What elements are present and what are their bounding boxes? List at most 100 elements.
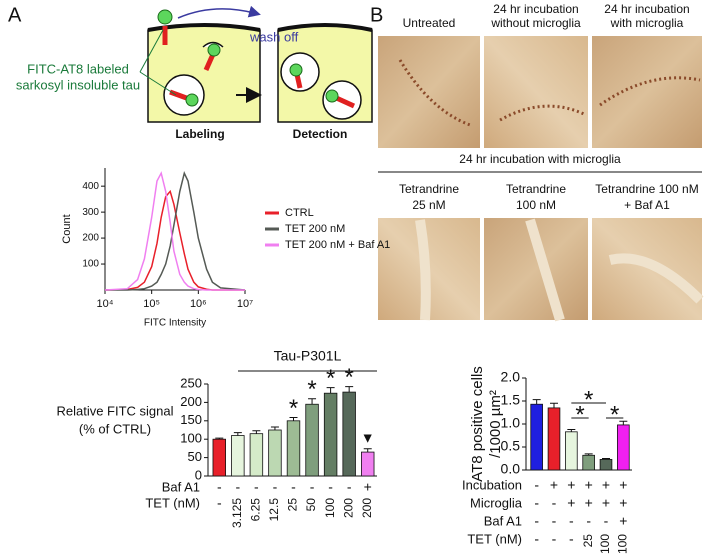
row-value: 25 xyxy=(286,498,300,512)
error-bar xyxy=(363,448,372,453)
row-value: - xyxy=(328,479,333,495)
row-value: 50 xyxy=(304,498,318,512)
bar xyxy=(547,407,561,471)
panel-label: B xyxy=(370,4,383,26)
bar xyxy=(249,433,264,477)
y-axis-label: Count xyxy=(61,214,73,243)
bar xyxy=(565,431,578,471)
x-axis-label: FITC Intensity xyxy=(144,318,206,329)
row-value: - xyxy=(552,495,557,511)
error-bar xyxy=(532,399,541,405)
group-label: Tau-P301L xyxy=(274,348,342,364)
error-bar xyxy=(602,458,610,460)
y-tick-label: 300 xyxy=(82,207,99,218)
panel-label: A xyxy=(8,4,22,26)
y-tick-label: 50 xyxy=(188,449,202,464)
y-axis-label: (% of CTRL) xyxy=(79,421,151,436)
image-label: + Baf A1 xyxy=(624,198,670,212)
error-bar xyxy=(619,420,628,425)
row-value: 25 xyxy=(581,534,595,548)
series-line xyxy=(104,171,245,291)
bar xyxy=(212,438,226,477)
row-value: + xyxy=(550,477,558,493)
x-tick-label: 10⁴ xyxy=(97,298,114,310)
significance-label: * xyxy=(344,364,353,391)
legend-label: CTRL xyxy=(285,207,314,219)
row-value: 12.5 xyxy=(267,498,281,522)
significance-label: ▼ xyxy=(361,429,375,445)
row-value: 100 xyxy=(323,498,337,518)
series-line xyxy=(105,170,246,291)
bar xyxy=(268,429,282,477)
significance-label: * xyxy=(575,401,584,428)
bar xyxy=(599,459,613,471)
row-value: + xyxy=(602,495,610,511)
row-label: Baf A1 xyxy=(484,513,522,528)
y-tick-label: 200 xyxy=(180,394,202,409)
row-value: - xyxy=(569,531,574,547)
row-label: TET (nM) xyxy=(467,531,522,546)
y-tick-label: 100 xyxy=(180,431,202,446)
image-label: 24 hr incubation xyxy=(493,2,578,16)
bar xyxy=(305,403,319,477)
row-value: 200 xyxy=(360,498,374,518)
image-label: 25 nM xyxy=(412,198,445,212)
significance-label: * xyxy=(289,395,298,422)
y-axis-label: Relative FITC signal xyxy=(56,403,173,418)
row-value: 3.125 xyxy=(230,498,244,528)
error-bar xyxy=(326,387,335,394)
row-value: - xyxy=(347,479,352,495)
image-label: Tetrandrine xyxy=(399,182,459,196)
row-value: + xyxy=(567,477,575,493)
error-bar xyxy=(252,430,261,434)
y-tick-label: 2.0 xyxy=(501,369,521,385)
error-bar xyxy=(584,453,593,456)
y-tick-label: 250 xyxy=(180,375,202,390)
y-tick-label: 1.5 xyxy=(501,392,521,408)
row-value: - xyxy=(552,513,557,529)
significance-label: * xyxy=(326,365,335,392)
row-label: TET (nM) xyxy=(145,495,200,510)
row-label: Baf A1 xyxy=(162,479,200,494)
y-axis-label: AT8 positive cells xyxy=(469,366,486,482)
bar xyxy=(361,451,375,477)
row-value: + xyxy=(364,479,372,495)
row-value: - xyxy=(586,513,591,529)
x-tick-label: 10⁷ xyxy=(237,298,253,310)
row-label: Incubation xyxy=(462,477,522,492)
row-value: - xyxy=(604,513,609,529)
bar xyxy=(530,403,543,471)
row-value: 6.25 xyxy=(249,498,263,522)
x-tick-label: 10⁵ xyxy=(143,298,160,310)
image-label: Tetrandrine 100 nM xyxy=(595,182,698,196)
error-bar xyxy=(215,437,224,440)
bar xyxy=(323,392,338,477)
micrographs xyxy=(378,36,704,322)
row-value: 100 xyxy=(616,534,630,554)
row-value: - xyxy=(291,479,296,495)
row-value: - xyxy=(534,513,539,529)
image-label: with microglia xyxy=(610,16,684,30)
row-value: - xyxy=(534,477,539,493)
y-tick-label: 0.5 xyxy=(501,438,521,454)
row-value: - xyxy=(254,479,259,495)
row-label: Microglia xyxy=(470,495,523,510)
bar xyxy=(582,454,595,471)
y-axis-label: /1000 µm² xyxy=(487,390,504,458)
y-tick-label: 1.0 xyxy=(501,415,521,431)
legend-label: TET 200 nM xyxy=(285,223,345,235)
schematic xyxy=(139,5,373,123)
row-value: + xyxy=(619,513,627,529)
y-tick-label: 150 xyxy=(180,412,202,427)
bar xyxy=(617,424,630,471)
row-value: + xyxy=(567,495,575,511)
error-bar xyxy=(289,416,298,421)
significance-label: * xyxy=(610,401,619,428)
legend-label: TET 200 nM + Baf A1 xyxy=(285,239,390,251)
row-value: - xyxy=(534,495,539,511)
row-value: - xyxy=(273,479,278,495)
error-bar xyxy=(233,432,242,436)
step-label: Detection xyxy=(293,127,348,141)
annotation: FITC-AT8 labeled xyxy=(27,61,129,76)
